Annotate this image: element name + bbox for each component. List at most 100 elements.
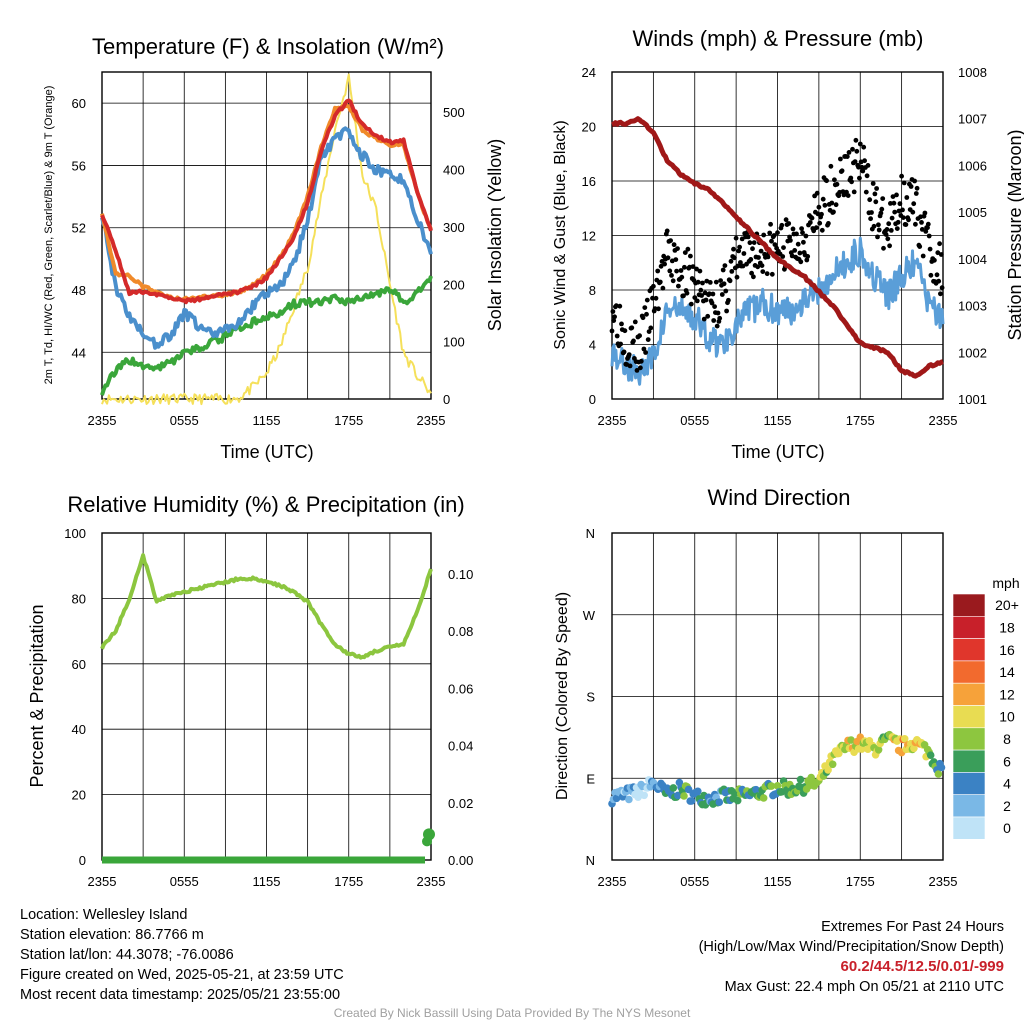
gust-point <box>642 305 648 310</box>
direction-xtick-label: 1755 <box>846 874 875 889</box>
gust-point <box>734 274 740 280</box>
direction-point <box>847 736 855 744</box>
colorbar-swatch <box>952 593 986 617</box>
gust-point <box>769 271 775 277</box>
gust-point <box>711 318 717 323</box>
humidity-y2tick-label: 0.02 <box>448 796 473 811</box>
gust-point <box>854 148 860 154</box>
direction-point <box>759 794 768 802</box>
temperature-y2tick-label: 400 <box>443 163 465 178</box>
direction-point <box>694 787 702 796</box>
gust-point <box>886 221 892 227</box>
humidity-xtick-label: 1755 <box>334 874 363 889</box>
gust-point <box>932 257 937 263</box>
gust-point <box>714 323 720 329</box>
colorbar-swatch <box>952 615 986 639</box>
gust-point <box>807 220 813 225</box>
direction-point <box>937 763 946 772</box>
humidity-title: Relative Humidity (%) & Precipitation (i… <box>67 492 464 517</box>
humidity-ytick-label: 60 <box>72 657 86 672</box>
gust-point <box>875 234 880 240</box>
gust-point <box>894 192 899 198</box>
gust-point <box>925 221 931 227</box>
temperature-plot: 44 48 52 56 60 0 100 200 300 400 500 2355 0555 1155 17… <box>72 71 465 428</box>
gust-point <box>865 163 871 168</box>
gust-point <box>901 180 907 186</box>
gust-point <box>891 200 897 206</box>
elevation-text: Station elevation: 86.7766 m <box>20 927 204 943</box>
gust-point <box>726 297 731 303</box>
direction-point <box>926 751 935 759</box>
gust-point <box>863 189 869 195</box>
gust-point <box>851 189 857 195</box>
gust-point <box>831 209 836 215</box>
winds-y2tick-label: 1006 <box>958 158 987 173</box>
gust-point <box>712 304 717 309</box>
gust-point <box>844 154 850 160</box>
gust-point <box>660 285 666 291</box>
gust-point <box>846 150 852 155</box>
gust-point <box>900 215 906 221</box>
gust-point <box>892 209 898 215</box>
gust-point <box>867 197 873 203</box>
gust-point <box>799 226 804 232</box>
gust-point <box>729 269 735 274</box>
winds-y2tick-label: 1004 <box>958 252 987 267</box>
gust-point <box>679 274 685 280</box>
gust-point <box>644 297 650 303</box>
gust-point <box>731 246 736 252</box>
winds-y2tick-label: 1003 <box>958 299 987 314</box>
colorbar-label: 4 <box>1003 776 1011 792</box>
gust-point <box>701 316 707 322</box>
dewpoint-line <box>100 275 433 396</box>
temperature-ytick-label: 44 <box>72 345 86 360</box>
gust-point <box>728 258 734 264</box>
colorbar-label: 6 <box>1003 753 1011 769</box>
gust-point <box>880 196 886 202</box>
direction-point <box>715 798 724 806</box>
gust-point <box>801 239 806 245</box>
temperature-y2tick-label: 0 <box>443 392 450 407</box>
humidity-y2tick-label: 0.04 <box>448 739 473 754</box>
direction-point <box>752 785 760 794</box>
gust-point <box>627 363 633 369</box>
gust-point <box>767 230 773 236</box>
direction-point <box>900 735 909 743</box>
direction-point <box>910 744 918 753</box>
gust-point <box>732 255 737 261</box>
gust-point <box>919 220 924 225</box>
gust-point <box>622 328 628 334</box>
gust-point <box>751 240 757 246</box>
gust-point <box>872 191 878 197</box>
location-text: Location: Wellesley Island <box>20 907 188 923</box>
gust-point <box>798 259 804 265</box>
gust-point <box>786 221 792 226</box>
direction-point <box>674 791 682 800</box>
winds-y2tick-label: 1001 <box>958 392 987 407</box>
humidity-xtick-label: 1155 <box>253 874 281 889</box>
temperature-ytick-label: 60 <box>72 96 86 111</box>
colorbar-swatch <box>952 638 986 662</box>
gust-point <box>655 268 661 274</box>
pressure-line <box>611 116 944 379</box>
gust-point <box>833 202 839 208</box>
direction-point <box>858 745 866 753</box>
gust-point <box>724 308 729 314</box>
direction-frame <box>611 532 944 861</box>
gust-point <box>794 231 799 237</box>
gust-point <box>707 280 713 285</box>
gust-point <box>804 257 810 263</box>
gust-point <box>765 254 771 260</box>
colorbar-swatch <box>952 816 986 840</box>
gust-point <box>873 199 879 205</box>
gust-point <box>779 222 785 228</box>
gust-point <box>626 352 632 357</box>
gust-point <box>900 207 905 213</box>
gust-point <box>648 325 654 331</box>
gust-point <box>700 280 705 286</box>
gust-point <box>927 246 933 252</box>
gust-point <box>748 257 754 262</box>
gust-point <box>617 303 623 309</box>
gust-point <box>735 263 741 269</box>
gust-point <box>861 144 867 150</box>
